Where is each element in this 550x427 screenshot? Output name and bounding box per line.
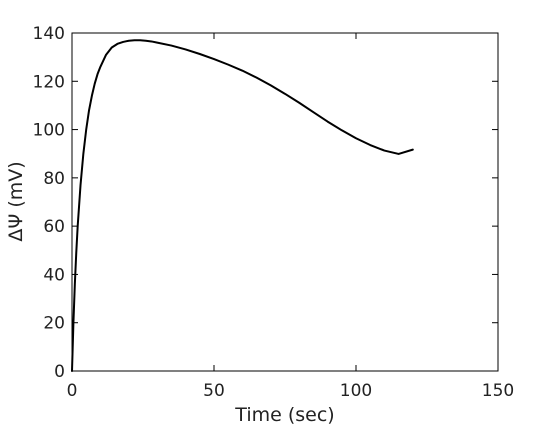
x-tick-label: 50 — [203, 381, 225, 401]
y-tick-label: 20 — [43, 314, 65, 334]
series-line-0 — [71, 39, 414, 372]
y-tick-label: 120 — [33, 72, 65, 92]
y-axis-label: ΔΨ (mV) — [5, 161, 27, 241]
x-axis-label: Time (sec) — [234, 404, 334, 426]
x-tick-label: 150 — [482, 381, 514, 401]
y-tick-label: 80 — [43, 169, 65, 189]
y-tick-label: 140 — [33, 24, 65, 44]
x-tick-label: 0 — [67, 381, 78, 401]
y-tick-label: 100 — [33, 121, 65, 141]
y-tick-label: 40 — [43, 265, 65, 285]
axes-frame — [71, 32, 499, 372]
x-tick-label: 100 — [340, 381, 372, 401]
y-tick-label: 0 — [54, 362, 65, 382]
plot-area — [71, 32, 499, 372]
y-tick-label: 60 — [43, 217, 65, 237]
axes-ticks: 0 50 100 150 0 20 40 60 80 100 120 140 — [33, 24, 515, 401]
